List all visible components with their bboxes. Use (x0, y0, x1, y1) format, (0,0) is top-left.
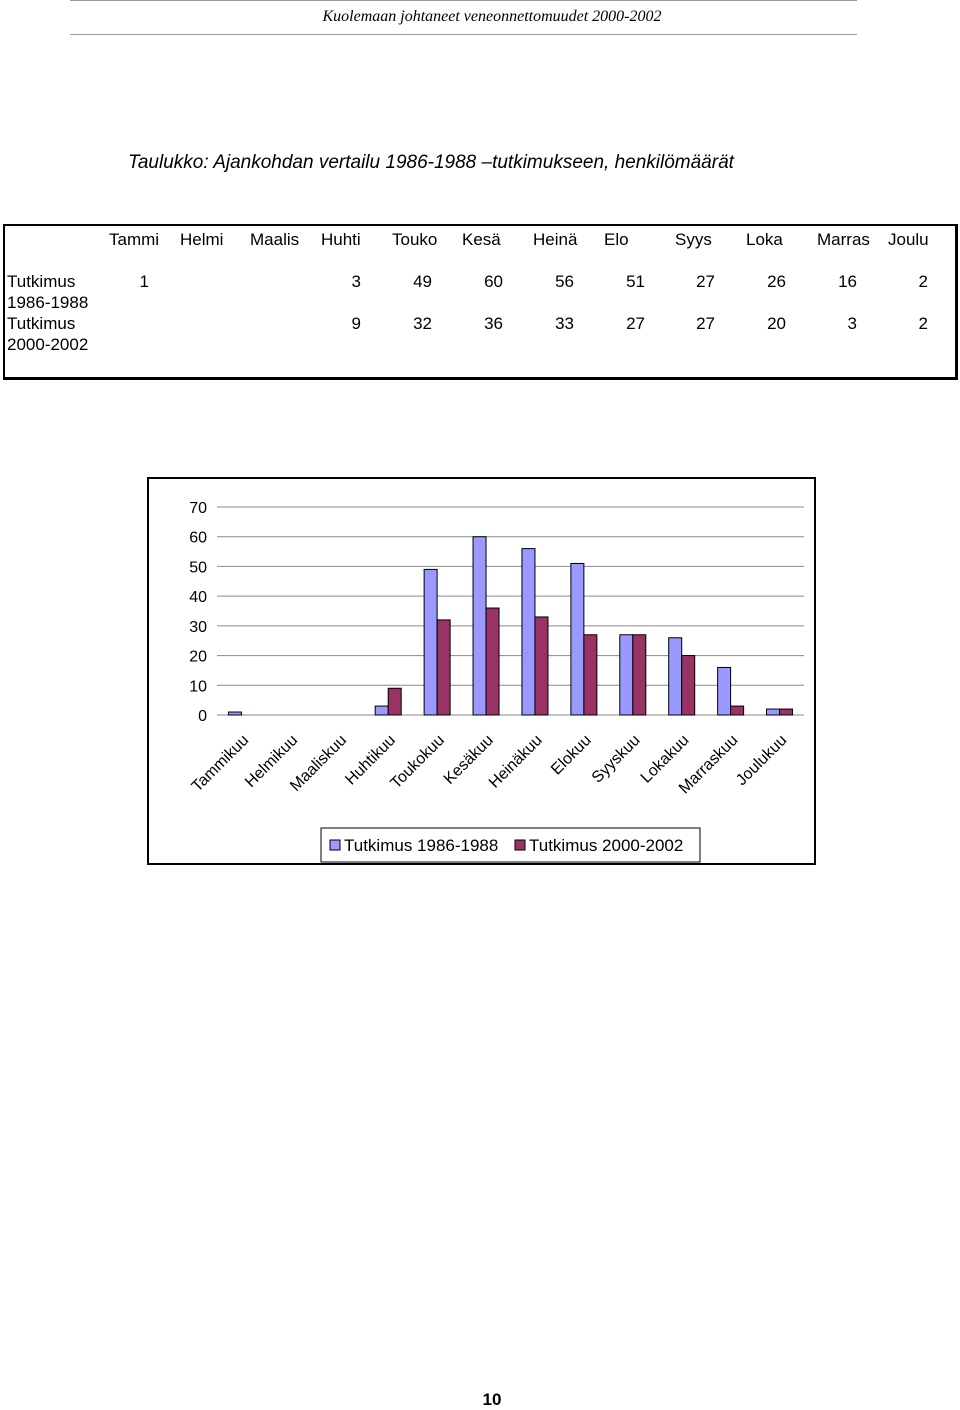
x-tick-label: Elokuu (548, 732, 595, 779)
legend-box (320, 827, 701, 863)
table-cell: 26 (767, 272, 786, 291)
y-tick-label: 30 (189, 619, 207, 636)
bar (485, 607, 500, 716)
table-cell: 3 (847, 314, 857, 333)
table-cell: 51 (626, 272, 645, 291)
column-header: Joulu (888, 230, 929, 249)
table-cell: 56 (555, 272, 574, 291)
bar (730, 705, 745, 716)
table-cell: 9 (351, 314, 361, 333)
table-cell: 36 (484, 314, 503, 333)
table-cell: 16 (838, 272, 857, 291)
bar (472, 536, 487, 716)
row-label: 1986-1988 (7, 293, 89, 312)
column-header: Huhti (321, 230, 361, 249)
bar (423, 568, 438, 716)
bar (583, 634, 598, 716)
table-cell: 2 (918, 272, 928, 291)
running-title: Kuolemaan johtaneet veneonnettomuudet 20… (322, 8, 662, 25)
header-bottom-rule (70, 34, 857, 35)
column-header: Kesä (462, 230, 501, 249)
legend-label: Tutkimus 1986-1988 (344, 836, 498, 855)
row-label: 2000-2002 (7, 335, 89, 354)
legend-swatch (329, 839, 341, 851)
column-header: Marras (817, 230, 870, 249)
bar (766, 708, 781, 716)
y-tick-label: 20 (189, 649, 207, 666)
bar (534, 616, 549, 716)
column-header: Elo (604, 230, 629, 249)
table-cell: 1 (139, 272, 149, 291)
column-header: Tammi (109, 230, 160, 249)
column-header: Helmi (180, 230, 224, 249)
data-table: Tammi Helmi Maalis Huhti Touko Kesä Hein… (3, 224, 958, 380)
bar (717, 666, 732, 716)
y-tick-label: 10 (189, 678, 207, 695)
table-cell: 33 (555, 314, 574, 333)
table-cell: 32 (413, 314, 432, 333)
header-top-rule (70, 0, 857, 1)
bar (619, 634, 634, 716)
bar (436, 619, 451, 716)
bar (374, 705, 389, 716)
table-caption: Taulukko: Ajankohdan vertailu 1986-1988 … (128, 152, 734, 173)
table-cell: 49 (413, 272, 432, 291)
x-tick-label: Toukokuu (387, 732, 447, 792)
bar (632, 634, 647, 716)
bar (227, 711, 242, 716)
table-cell: 2 (918, 314, 928, 333)
row-label: Tutkimus (7, 272, 76, 291)
column-header: Loka (746, 230, 783, 249)
table-cell: 20 (767, 314, 786, 333)
legend-label: Tutkimus 2000-2002 (529, 836, 683, 855)
page-number: 10 (482, 1390, 502, 1409)
y-tick-label: 0 (198, 708, 207, 725)
table-cell: 27 (696, 314, 715, 333)
x-tick-label: Joulukuu (733, 732, 790, 789)
table-cell: 3 (351, 272, 361, 291)
bar (668, 637, 683, 716)
bar (387, 687, 402, 716)
table-cell: 27 (696, 272, 715, 291)
bar-chart: 010203040506070TammikuuHelmikuuMaaliskuu… (189, 500, 804, 863)
bar (521, 548, 536, 716)
bar (681, 655, 696, 716)
column-header: Touko (392, 230, 438, 249)
y-tick-label: 40 (189, 589, 207, 606)
y-tick-label: 70 (189, 500, 207, 517)
bar (570, 562, 585, 716)
x-tick-label: Tammikuu (189, 732, 253, 796)
table-cell: 60 (484, 272, 503, 291)
column-header: Heinä (533, 230, 578, 249)
bar (779, 708, 794, 716)
row-label: Tutkimus (7, 314, 76, 333)
table-cell: 27 (626, 314, 645, 333)
y-tick-label: 60 (189, 530, 207, 547)
column-header: Maalis (250, 230, 300, 249)
y-tick-label: 50 (189, 559, 207, 576)
column-header: Syys (675, 230, 712, 249)
legend-swatch (514, 839, 526, 851)
x-tick-label: Heinäkuu (486, 732, 546, 792)
x-tick-label: Syyskuu (589, 732, 644, 787)
chart-frame: 0 10 20 30 40 50 60 70 Tammikuu Helmikuu Maaliskuu… (147, 477, 816, 865)
